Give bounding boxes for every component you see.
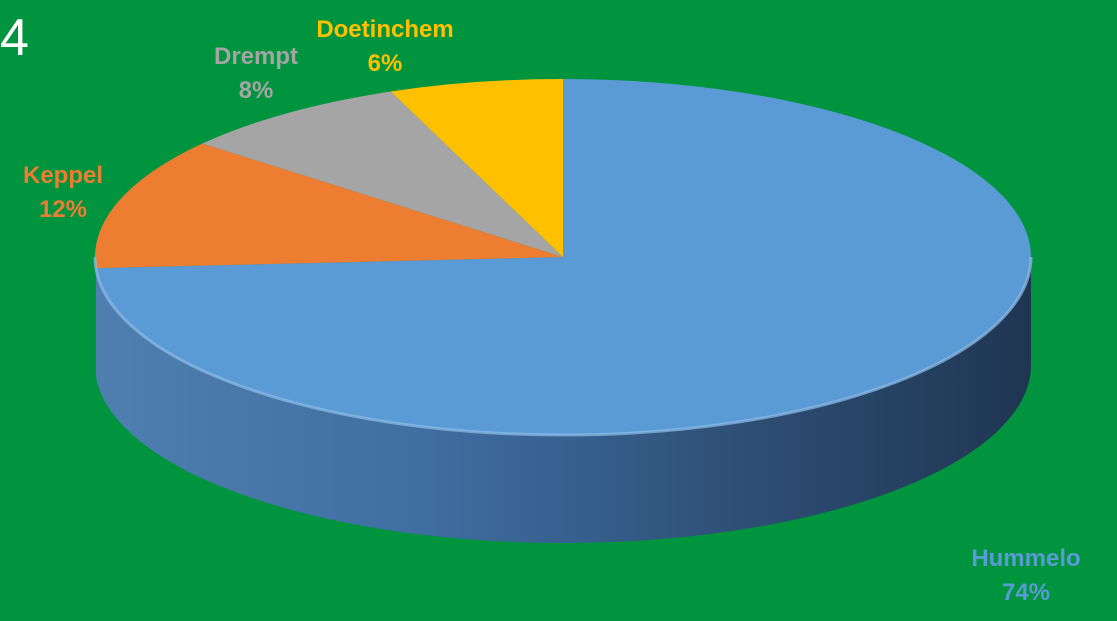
data-label-percent-drempt: 8% [239,77,274,104]
data-label-name-drempt: Drempt [214,43,298,70]
corner-text: 4 [0,9,29,67]
data-label-name-hummelo: Hummelo [971,545,1080,572]
slice-hummelo[interactable] [95,79,1032,436]
slice-keppel[interactable] [94,143,563,269]
slice-side-hummelo [95,257,1032,543]
slice-doetinchem[interactable] [390,79,563,257]
data-label-percent-doetinchem: 6% [368,50,403,77]
data-label-name-keppel: Keppel [23,162,103,189]
data-label-percent-keppel: 12% [39,196,87,223]
data-label-name-doetinchem: Doetinchem [316,16,453,43]
slice-drempt[interactable] [202,91,564,257]
pie-rim-highlight [93,256,1033,437]
data-label-percent-hummelo: 74% [1002,579,1050,606]
